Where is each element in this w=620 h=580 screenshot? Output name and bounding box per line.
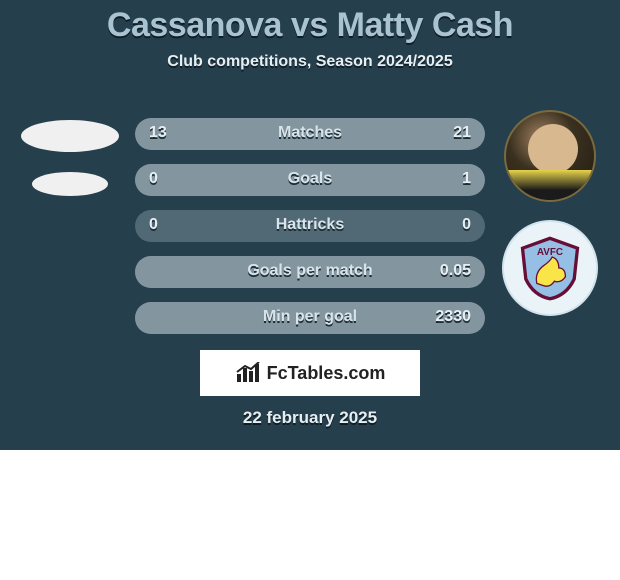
- logo-text: FcTables.com: [267, 363, 386, 384]
- stat-bar-goals-per-match: Goals per match 0.05: [135, 256, 485, 288]
- stat-value-right: 0: [462, 210, 471, 240]
- bar-fill-right: [135, 164, 485, 196]
- svg-text:AVFC: AVFC: [537, 247, 563, 258]
- stat-bars: 13 Matches 21 0 Goals 1 0 Hattricks 0 Go…: [135, 118, 485, 348]
- placeholder-avatar-icon: [21, 120, 119, 152]
- stat-value-left: 0: [149, 164, 158, 194]
- stat-bar-min-per-goal: Min per goal 2330: [135, 302, 485, 334]
- stat-value-right: 0.05: [440, 256, 471, 286]
- avfc-shield-icon: AVFC: [517, 235, 583, 301]
- stat-bar-matches: 13 Matches 21: [135, 118, 485, 150]
- stat-value-left: 0: [149, 210, 158, 240]
- stat-value-right: 2330: [435, 302, 471, 332]
- bar-fill-right: [135, 256, 485, 288]
- club-badge-icon: AVFC: [502, 220, 598, 316]
- comparison-panel: Cassanova vs Matty Cash Club competition…: [0, 0, 620, 450]
- left-avatar-column: [10, 110, 130, 196]
- fctables-logo-link[interactable]: FcTables.com: [200, 350, 420, 396]
- bar-fill-right: [135, 302, 485, 334]
- stat-bar-hattricks: 0 Hattricks 0: [135, 210, 485, 242]
- bar-chart-icon: [235, 362, 261, 384]
- stat-bar-goals: 0 Goals 1: [135, 164, 485, 196]
- stat-value-left: 13: [149, 118, 167, 148]
- subtitle: Club competitions, Season 2024/2025: [0, 45, 620, 71]
- player-photo-icon: [504, 110, 596, 202]
- stat-value-right: 1: [462, 164, 471, 194]
- placeholder-club-icon: [32, 172, 108, 196]
- page-title: Cassanova vs Matty Cash: [0, 0, 620, 45]
- stat-value-right: 21: [453, 118, 471, 148]
- stat-label: Hattricks: [135, 210, 485, 240]
- date-text: 22 february 2025: [0, 408, 620, 428]
- right-avatar-column: AVFC: [490, 110, 610, 316]
